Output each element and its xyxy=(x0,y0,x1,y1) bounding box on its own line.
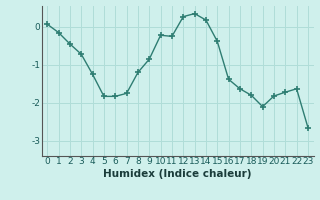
X-axis label: Humidex (Indice chaleur): Humidex (Indice chaleur) xyxy=(103,169,252,179)
